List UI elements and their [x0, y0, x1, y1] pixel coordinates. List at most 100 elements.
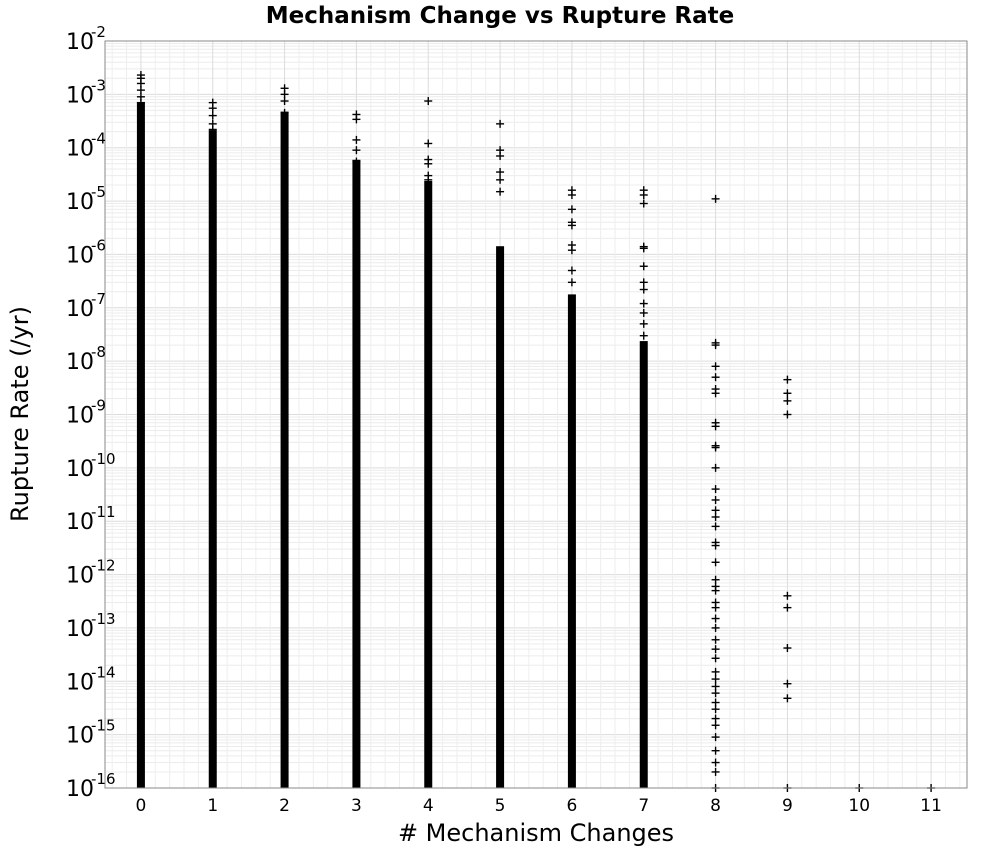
- y-tick-exponent: -2: [91, 23, 106, 41]
- data-point: [711, 733, 720, 742]
- plot-frame: [104, 40, 968, 789]
- data-point: [567, 221, 576, 230]
- data-point: [711, 603, 720, 612]
- data-point-cluster: [639, 341, 648, 788]
- grid: [105, 41, 967, 789]
- x-tick-label: 0: [136, 796, 147, 816]
- data-point: [711, 758, 720, 767]
- y-tick-base: 10: [66, 83, 94, 108]
- y-tick-exponent: -11: [91, 503, 116, 521]
- data-point: [496, 151, 505, 160]
- data-point: [783, 591, 792, 600]
- data-point: [639, 262, 648, 271]
- y-tick-base: 10: [66, 510, 94, 535]
- y-tick-label: 10-7: [66, 290, 106, 322]
- data-point: [711, 667, 720, 676]
- data-point: [136, 98, 145, 107]
- data-point: [711, 362, 720, 371]
- y-tick-exponent: -3: [91, 76, 106, 94]
- y-tick-exponent: -10: [91, 450, 116, 468]
- data-points: [136, 71, 936, 792]
- data-point: [783, 603, 792, 612]
- data-point: [496, 175, 505, 184]
- data-point: [711, 721, 720, 730]
- data-point-cluster: [496, 246, 505, 789]
- data-point: [711, 623, 720, 632]
- y-tick-base: 10: [66, 457, 94, 482]
- data-point: [711, 675, 720, 684]
- x-tick-label: 7: [638, 796, 649, 816]
- data-point: [711, 705, 720, 714]
- y-tick-base: 10: [66, 404, 94, 429]
- y-tick-label: 10-10: [66, 450, 116, 482]
- y-tick-label: 10-4: [66, 130, 106, 162]
- data-point: [208, 111, 217, 120]
- x-tick-label: 2: [279, 796, 290, 816]
- data-point: [496, 119, 505, 128]
- y-tick-base: 10: [66, 617, 94, 642]
- data-point: [639, 308, 648, 317]
- x-tick-labels: 0 1 2 3 4 5 6 7 8 9 10 11: [136, 796, 942, 816]
- y-tick-base: 10: [66, 297, 94, 322]
- x-tick-label: 6: [567, 796, 578, 816]
- y-tick-base: 10: [66, 564, 94, 589]
- y-tick-exponent: -9: [91, 397, 106, 415]
- x-tick-label: 3: [351, 796, 362, 816]
- data-point: [567, 190, 576, 199]
- data-point-cluster: [424, 181, 433, 788]
- data-point: [496, 187, 505, 196]
- data-point: [639, 319, 648, 328]
- y-tick-base: 10: [66, 670, 94, 695]
- data-point: [783, 375, 792, 384]
- data-point: [783, 410, 792, 419]
- data-point: [567, 205, 576, 214]
- data-point: [424, 159, 433, 168]
- data-point: [639, 244, 648, 253]
- y-tick-label: 10-5: [66, 183, 106, 215]
- y-tick-base: 10: [66, 777, 94, 802]
- y-tick-exponent: -15: [91, 717, 116, 735]
- y-tick-label: 10-3: [66, 76, 106, 108]
- x-tick-label: 10: [848, 796, 870, 816]
- data-point-cluster: [136, 102, 145, 789]
- x-tick-label: 1: [207, 796, 218, 816]
- y-tick-label: 10-6: [66, 236, 106, 268]
- data-point: [711, 194, 720, 203]
- y-tick-base: 10: [66, 30, 94, 55]
- data-point: [711, 522, 720, 531]
- data-point: [352, 115, 361, 124]
- data-point: [783, 389, 792, 398]
- y-tick-exponent: -14: [91, 663, 116, 681]
- data-point: [711, 485, 720, 494]
- y-tick-labels: 10-1610-1510-1410-1310-1210-1110-1010-91…: [66, 23, 116, 802]
- data-point: [783, 644, 792, 653]
- data-point: [711, 341, 720, 350]
- data-point: [424, 97, 433, 106]
- data-point: [352, 146, 361, 155]
- y-tick-exponent: -12: [91, 557, 116, 575]
- data-point: [711, 443, 720, 452]
- y-tick-label: 10-8: [66, 343, 106, 375]
- data-point: [639, 190, 648, 199]
- y-tick-label: 10-2: [66, 23, 106, 55]
- x-tick-label: 11: [920, 796, 942, 816]
- y-tick-exponent: -5: [91, 183, 106, 201]
- data-point: [711, 463, 720, 472]
- x-tick-label: 4: [423, 796, 434, 816]
- data-point: [711, 373, 720, 382]
- data-point-cluster: [208, 130, 217, 788]
- data-point: [639, 331, 648, 340]
- data-point: [711, 635, 720, 644]
- data-point-cluster: [567, 294, 576, 788]
- y-tick-exponent: -8: [91, 343, 106, 361]
- x-axis-label: # Mechanism Changes: [398, 819, 674, 847]
- data-point-cluster: [352, 159, 361, 789]
- y-tick-label: 10-15: [66, 717, 116, 749]
- data-point: [711, 654, 720, 663]
- data-point: [280, 97, 289, 106]
- y-tick-exponent: -4: [91, 130, 106, 148]
- y-tick-exponent: -13: [91, 610, 116, 628]
- data-point: [783, 694, 792, 703]
- data-point: [567, 246, 576, 255]
- y-tick-exponent: -7: [91, 290, 106, 308]
